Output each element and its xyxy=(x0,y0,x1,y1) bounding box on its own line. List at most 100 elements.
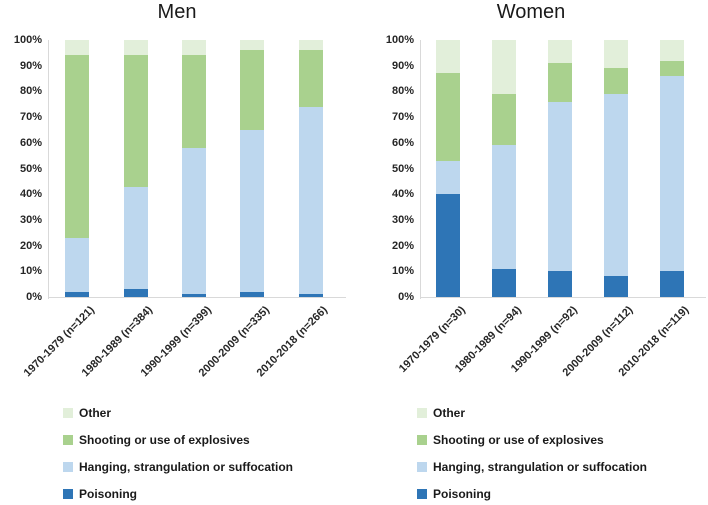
legend-item: Poisoning xyxy=(63,487,293,501)
bar-segment xyxy=(492,40,516,94)
chart-title-women: Women xyxy=(496,1,566,23)
legend-swatch-icon xyxy=(63,408,73,418)
bar-segment xyxy=(123,40,148,56)
stacked-bar xyxy=(240,40,265,297)
legend-label: Other xyxy=(433,406,466,420)
bar-segment xyxy=(123,55,148,187)
legend-label: Shooting or use of explosives xyxy=(79,433,250,447)
bar-segment xyxy=(436,194,460,297)
bar-segment xyxy=(240,291,265,297)
y-tick-label: 60% xyxy=(391,136,414,149)
bar-segment xyxy=(65,55,90,238)
legend-men: Other Shooting or use of explosives Hangin… xyxy=(63,406,293,505)
bar-segment xyxy=(548,63,572,102)
y-tick-label: 40% xyxy=(391,188,414,201)
legend-item: Other xyxy=(417,406,647,420)
y-tick-label: 0% xyxy=(398,291,414,303)
bar-segment xyxy=(604,276,628,297)
y-tick-label: 10% xyxy=(391,265,414,278)
y-tick-label: 0% xyxy=(26,291,42,303)
y-tick-label: 90% xyxy=(391,59,414,72)
y-tick-label: 60% xyxy=(19,136,42,149)
y-tick-label: 70% xyxy=(391,111,414,124)
y-tick-label: 100% xyxy=(385,34,414,46)
chart-title-men: Men xyxy=(157,1,197,23)
legend-label: Shooting or use of explosives xyxy=(433,433,604,447)
y-tick-label: 80% xyxy=(19,85,42,98)
y-tick-label: 50% xyxy=(19,162,42,175)
bar-segment xyxy=(65,237,90,292)
bar-segment xyxy=(436,73,460,161)
legend-swatch-icon xyxy=(417,462,427,472)
legend-label: Poisoning xyxy=(433,487,491,501)
legend-swatch-icon xyxy=(417,489,427,499)
bar-segment xyxy=(548,40,572,64)
y-tick-label: 30% xyxy=(19,213,42,226)
bar-segment xyxy=(604,93,628,277)
bar-segment xyxy=(182,147,206,295)
bar-segment xyxy=(298,40,323,51)
legend-item: Other xyxy=(63,406,293,420)
chart-panel-men: Men 0% 10% 20% 30% 40% 50% 60% 70% 80% 90% 100% 19… xyxy=(13,1,346,505)
y-tick-label: 70% xyxy=(19,111,42,124)
y-tick-label: 100% xyxy=(13,34,42,46)
bar-segment xyxy=(436,40,460,74)
legend-swatch-icon xyxy=(63,462,73,472)
legend-women: Other Shooting or use of explosives Hangin… xyxy=(417,406,647,505)
bar-segment xyxy=(492,268,516,297)
bar-segment xyxy=(240,50,265,131)
bar-segment xyxy=(492,93,516,146)
bar-segment xyxy=(182,55,206,148)
stacked-bar xyxy=(123,40,148,297)
stacked-bar xyxy=(182,40,206,297)
y-tick-label: 40% xyxy=(19,188,42,201)
y-tick-label: 80% xyxy=(391,85,414,98)
y-axis-line xyxy=(420,40,421,299)
bar-segment xyxy=(240,130,265,292)
stacked-bar xyxy=(436,40,460,297)
legend-item: Hanging, strangulation or suffocation xyxy=(417,460,647,474)
bar-segment xyxy=(123,289,148,297)
stacked-bar xyxy=(298,40,323,297)
legend-label: Hanging, strangulation or suffocation xyxy=(433,460,647,474)
stacked-bar xyxy=(660,40,684,297)
bar-segment xyxy=(604,40,628,69)
bar-segment xyxy=(65,291,90,297)
legend-label: Hanging, strangulation or suffocation xyxy=(79,460,293,474)
bar-segment xyxy=(548,101,572,272)
y-axis-line xyxy=(48,40,49,299)
legend-label: Other xyxy=(79,406,112,420)
stacked-bar xyxy=(492,40,516,297)
y-tick-label: 30% xyxy=(391,213,414,226)
bar-segment xyxy=(492,145,516,269)
chart-panel-women: Women 0% 10% 20% 30% 40% 50% 60% 70% 80% 90% 100% … xyxy=(354,0,708,505)
stacked-bar xyxy=(548,40,572,297)
bar-segment xyxy=(298,294,323,297)
y-tick-label: 50% xyxy=(391,162,414,175)
stacked-bar xyxy=(604,40,628,297)
legend-swatch-icon xyxy=(417,435,427,445)
bar-segment xyxy=(298,106,323,295)
bar-segment xyxy=(182,294,206,297)
bar-segment xyxy=(240,40,265,51)
bar-segment xyxy=(65,40,90,56)
y-tick-label: 90% xyxy=(19,59,42,72)
legend-item: Hanging, strangulation or suffocation xyxy=(63,460,293,474)
y-tick-label: 20% xyxy=(19,239,42,252)
bar-segment xyxy=(548,271,572,297)
bar-segment xyxy=(660,76,684,272)
x-axis-line xyxy=(420,297,706,298)
legend-swatch-icon xyxy=(63,489,73,499)
bar-segment xyxy=(660,271,684,297)
bar-segment xyxy=(660,40,684,61)
legend-item: Poisoning xyxy=(417,487,647,501)
legend-swatch-icon xyxy=(63,435,73,445)
legend-label: Poisoning xyxy=(79,487,137,501)
y-tick-label: 20% xyxy=(391,239,414,252)
stacked-bar xyxy=(65,40,90,297)
x-axis-line xyxy=(48,297,346,298)
bar-segment xyxy=(604,68,628,94)
y-tick-label: 10% xyxy=(19,265,42,278)
legend-item: Shooting or use of explosives xyxy=(417,433,647,447)
